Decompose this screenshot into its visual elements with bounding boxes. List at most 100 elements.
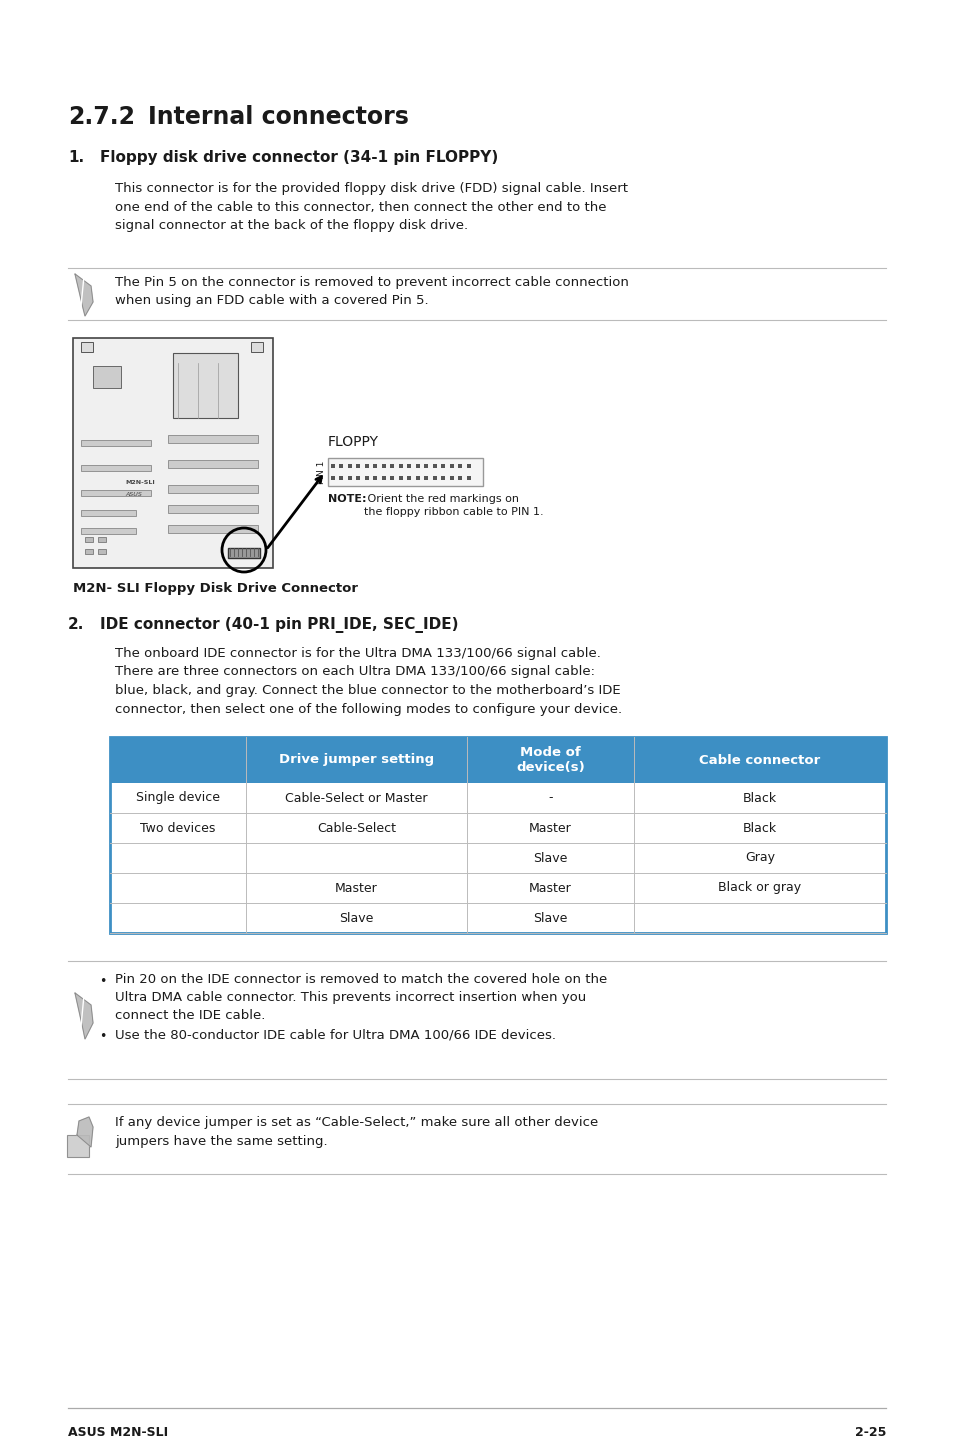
Bar [424,464,428,467]
Bar [450,476,454,480]
Bar [365,464,369,467]
Bar [356,476,360,480]
Text: Gray: Gray [744,851,774,864]
Bar [467,476,471,480]
Text: Black or gray: Black or gray [718,881,801,894]
Bar [81,440,151,446]
Bar [356,464,360,467]
Text: Cable-Select or Master: Cable-Select or Master [285,791,427,804]
Bar [339,464,343,467]
Bar [172,352,237,418]
Bar [168,505,257,513]
Polygon shape [75,994,92,1040]
Text: Master: Master [529,821,571,834]
Bar [228,548,260,558]
Bar [331,476,335,480]
Bar [458,464,462,467]
Text: •: • [99,1030,107,1043]
Bar [81,342,92,352]
Text: IDE connector (40-1 pin PRI_IDE, SEC_IDE): IDE connector (40-1 pin PRI_IDE, SEC_IDE… [100,617,458,633]
Polygon shape [77,1117,92,1148]
Text: Cable-Select: Cable-Select [316,821,395,834]
Bar [458,476,462,480]
Text: Master: Master [335,881,377,894]
Text: NOTE:: NOTE: [328,495,366,503]
Bar [450,464,454,467]
Bar [407,464,411,467]
Bar [348,464,352,467]
Text: Orient the red markings on
the floppy ribbon cable to PIN 1.: Orient the red markings on the floppy ri… [364,495,543,518]
Text: Black: Black [742,791,776,804]
Bar [328,457,482,486]
Text: M2N- SLI Floppy Disk Drive Connector: M2N- SLI Floppy Disk Drive Connector [73,582,357,595]
Bar [168,460,257,467]
Bar [168,436,257,443]
Bar [251,342,263,352]
Text: PIN 1: PIN 1 [316,460,326,485]
Text: This connector is for the provided floppy disk drive (FDD) signal cable. Insert
: This connector is for the provided flopp… [115,183,627,232]
Text: Floppy disk drive connector (34-1 pin FLOPPY): Floppy disk drive connector (34-1 pin FL… [100,150,497,165]
Bar [81,528,136,533]
Bar [168,525,257,533]
Bar [433,476,436,480]
Bar [424,476,428,480]
Bar [348,476,352,480]
Bar [110,784,885,812]
Text: Pin 20 on the IDE connector is removed to match the covered hole on the
Ultra DM: Pin 20 on the IDE connector is removed t… [115,974,607,1022]
Bar [398,464,402,467]
Bar [85,549,92,554]
Bar [92,367,121,388]
Text: ASUS M2N-SLI: ASUS M2N-SLI [68,1426,168,1438]
Bar [441,476,445,480]
Text: Use the 80-conductor IDE cable for Ultra DMA 100/66 IDE devices.: Use the 80-conductor IDE cable for Ultra… [115,1028,556,1041]
Bar [433,464,436,467]
Bar [110,738,885,784]
Text: Black: Black [742,821,776,834]
Text: Master: Master [529,881,571,894]
Bar [441,464,445,467]
Bar [81,464,151,472]
Bar [374,464,377,467]
Bar [81,510,136,516]
Bar [110,873,885,903]
Text: Slave: Slave [533,851,567,864]
Text: Two devices: Two devices [140,821,215,834]
Text: Single device: Single device [135,791,220,804]
Bar [390,476,395,480]
Bar [365,476,369,480]
Bar [110,903,885,933]
Text: ASUS: ASUS [125,492,142,496]
Bar [416,464,419,467]
Text: 1.: 1. [68,150,84,165]
Bar [73,338,273,568]
Text: 2-25: 2-25 [854,1426,885,1438]
Text: FLOPPY: FLOPPY [328,436,378,449]
Bar [110,843,885,873]
Bar [390,464,395,467]
Bar [381,464,386,467]
Text: Slave: Slave [533,912,567,925]
Bar [398,476,402,480]
Bar [467,464,471,467]
Bar [381,476,386,480]
Text: If any device jumper is set as “Cable-Select,” make sure all other device
jumper: If any device jumper is set as “Cable-Se… [115,1116,598,1148]
Bar [110,812,885,843]
Bar [110,738,885,933]
Bar [98,536,106,542]
Text: -: - [548,791,552,804]
Bar [98,549,106,554]
Text: Slave: Slave [339,912,374,925]
Bar [339,476,343,480]
Text: The onboard IDE connector is for the Ultra DMA 133/100/66 signal cable.
There ar: The onboard IDE connector is for the Ult… [115,647,621,716]
Bar [85,536,92,542]
Bar [374,476,377,480]
Text: 2.: 2. [68,617,84,631]
Bar [416,476,419,480]
Text: Mode of
device(s): Mode of device(s) [516,745,584,775]
Text: The Pin 5 on the connector is removed to prevent incorrect cable connection
when: The Pin 5 on the connector is removed to… [115,276,628,306]
Polygon shape [75,275,92,316]
Bar [67,1135,89,1158]
Bar [331,464,335,467]
Text: Drive jumper setting: Drive jumper setting [278,754,434,766]
Text: M2N-SLI: M2N-SLI [125,480,154,486]
